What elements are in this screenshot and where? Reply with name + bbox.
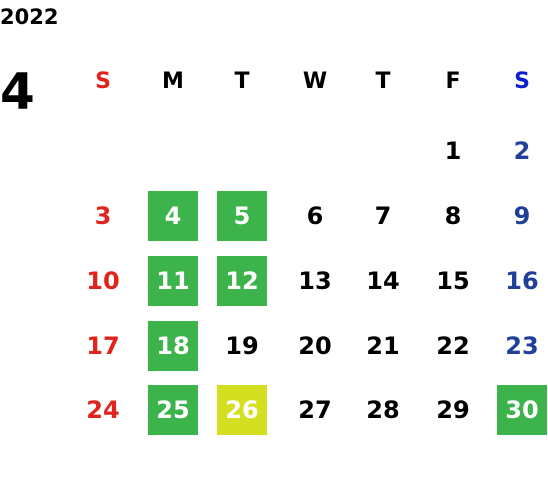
day-number: 7 xyxy=(375,202,392,230)
weekday-label: S xyxy=(95,69,111,94)
day-number: 5 xyxy=(234,202,251,230)
day-number: 11 xyxy=(156,267,189,295)
day-highlight xyxy=(217,385,267,435)
day-number: 19 xyxy=(225,332,258,360)
day-highlight xyxy=(148,321,198,371)
day-number: 29 xyxy=(436,396,469,424)
day-number: 14 xyxy=(366,267,399,295)
day-number: 4 xyxy=(165,202,182,230)
day-number: 26 xyxy=(225,396,258,424)
day-number: 21 xyxy=(366,332,399,360)
day-highlight xyxy=(148,385,198,435)
day-number: 20 xyxy=(298,332,331,360)
day-number: 9 xyxy=(514,202,531,230)
day-number: 18 xyxy=(156,332,189,360)
weekday-label: W xyxy=(303,69,327,94)
day-highlight xyxy=(217,256,267,306)
weekday-label: F xyxy=(445,69,460,94)
day-number: 23 xyxy=(505,332,538,360)
weekday-label: S xyxy=(514,69,530,94)
day-number: 6 xyxy=(307,202,324,230)
day-number: 10 xyxy=(86,267,119,295)
day-number: 8 xyxy=(445,202,462,230)
day-number: 13 xyxy=(298,267,331,295)
day-highlight xyxy=(497,385,547,435)
day-number: 24 xyxy=(86,396,119,424)
day-number: 2 xyxy=(514,137,531,165)
day-number: 15 xyxy=(436,267,469,295)
day-highlight xyxy=(217,191,267,241)
day-number: 30 xyxy=(505,396,538,424)
day-highlight xyxy=(148,191,198,241)
year: 2022 xyxy=(0,5,58,29)
day-number: 22 xyxy=(436,332,469,360)
day-number: 3 xyxy=(95,202,112,230)
day-number: 17 xyxy=(86,332,119,360)
day-number: 12 xyxy=(225,267,258,295)
day-number: 27 xyxy=(298,396,331,424)
month: 4 xyxy=(0,63,35,121)
weekday-label: M xyxy=(162,69,184,94)
weekday-label: T xyxy=(375,69,390,94)
day-number: 28 xyxy=(366,396,399,424)
day-number: 25 xyxy=(156,396,189,424)
day-number: 1 xyxy=(445,137,462,165)
day-number: 16 xyxy=(505,267,538,295)
day-highlight xyxy=(148,256,198,306)
weekday-label: T xyxy=(234,69,249,94)
